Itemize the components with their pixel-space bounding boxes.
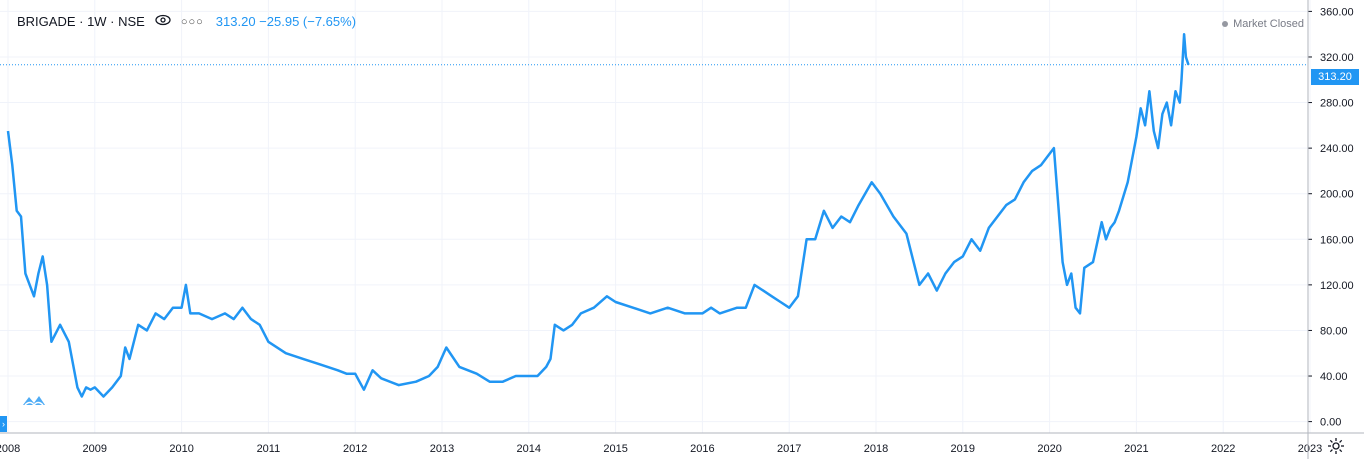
x-tick-label: 2017 <box>777 443 801 455</box>
y-tick-label: 360.00 <box>1320 6 1354 18</box>
y-tick-label: 320.00 <box>1320 52 1354 64</box>
x-axis: 2008 2009 2010 2011 2012 2013 2014 2015 2016 2017… <box>0 432 1364 455</box>
symbol-label[interactable]: BRIGADE · 1W · NSE <box>17 14 145 29</box>
status-dot-icon <box>1222 21 1229 27</box>
y-tick-label: 120.00 <box>1320 280 1354 292</box>
x-tick-label: 2018 <box>864 443 888 455</box>
gear-icon[interactable] <box>1327 437 1345 455</box>
x-tick-label: 2020 <box>1037 443 1061 455</box>
market-status: Market Closed <box>1222 18 1304 30</box>
x-tick-label: 2014 <box>517 443 541 455</box>
x-tick-label: 2016 <box>690 443 714 455</box>
x-tick-label: 2010 <box>169 443 193 455</box>
price-line-series <box>6 32 1190 398</box>
x-tick-label: 2008 <box>0 443 20 455</box>
x-tick-label: 2019 <box>951 443 975 455</box>
last-price-tag: 313.20 <box>1311 69 1359 85</box>
expand-arrow-icon[interactable]: › <box>0 416 7 432</box>
y-tick-label: 240.00 <box>1320 143 1354 155</box>
eye-icon[interactable] <box>155 14 171 29</box>
x-tick-label: 2012 <box>343 443 367 455</box>
market-status-text: Market Closed <box>1233 18 1304 30</box>
y-tick-label: 80.00 <box>1320 325 1348 337</box>
y-tick-label: 200.00 <box>1320 189 1354 201</box>
chart-header: BRIGADE · 1W · NSE ○○○ 313.20 −25.95 (−7… <box>17 14 356 29</box>
chart-grid <box>0 0 1311 433</box>
x-tick-label: 2015 <box>603 443 627 455</box>
x-tick-label: 2023 <box>1298 443 1322 455</box>
x-tick-label: 2009 <box>83 443 107 455</box>
price-change-label: 313.20 −25.95 (−7.65%) <box>215 14 357 29</box>
x-tick-label: 2021 <box>1124 443 1148 455</box>
x-tick-label: 2022 <box>1211 443 1235 455</box>
x-tick-label: 2011 <box>257 443 281 455</box>
more-dots-icon[interactable]: ○○○ <box>180 15 204 28</box>
y-tick-label: 40.00 <box>1320 371 1348 383</box>
y-tick-label: 0.00 <box>1320 417 1341 429</box>
y-tick-label: 280.00 <box>1320 98 1354 110</box>
y-tick-label: 160.00 <box>1320 234 1354 246</box>
x-tick-label: 2013 <box>430 443 454 455</box>
tradingview-logo-icon <box>22 393 46 412</box>
y-axis: 0.00 40.00 80.00 120.00 160.00 200.00 240.00 28… <box>1307 0 1354 459</box>
